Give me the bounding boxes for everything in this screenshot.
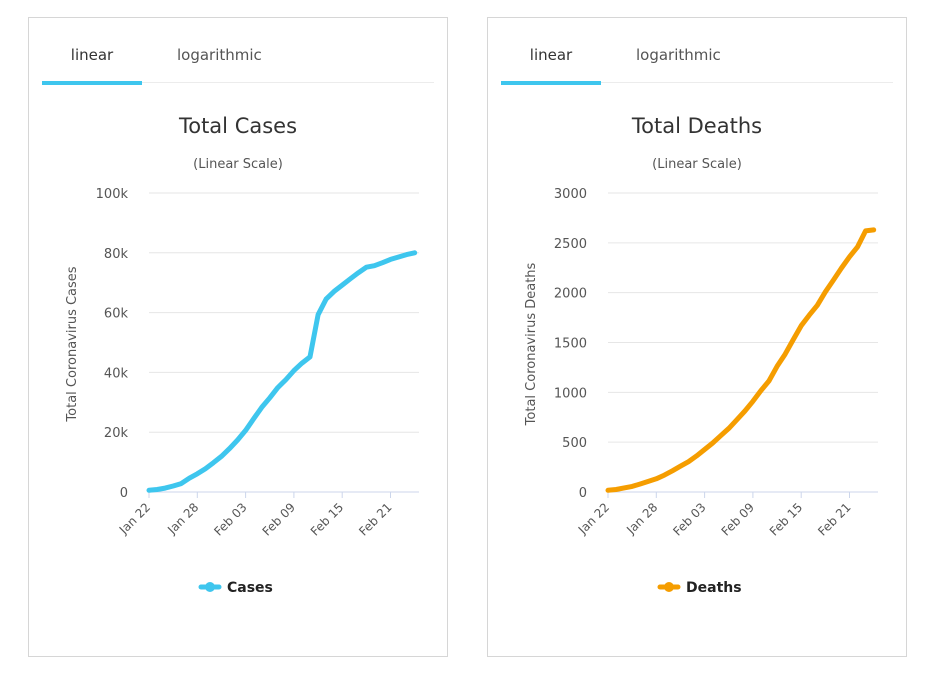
x-tick-label: Feb 21 <box>356 500 394 538</box>
y-tick-label: 500 <box>562 436 587 451</box>
y-axis-label: Total Coronavirus Cases <box>65 266 80 422</box>
y-tick-label: 1000 <box>554 386 587 401</box>
x-tick-label: Feb 15 <box>767 500 805 538</box>
legend-label: Cases <box>227 580 273 596</box>
deaths-chart: Total Deaths (Linear Scale) 0 500 1000 1500 20… <box>524 114 878 596</box>
chart-subtitle: (Linear Scale) <box>193 157 283 172</box>
legend-marker <box>664 582 674 592</box>
y-tick-label: 0 <box>579 486 587 501</box>
y-tick-label: 0 <box>120 486 128 501</box>
tab-logarithmic[interactable]: logarithmic <box>177 46 262 64</box>
scale-tabs: linear logarithmic <box>501 18 893 85</box>
x-tick-label: Feb 09 <box>719 500 757 538</box>
cases-chart-panel: linear logarithmic Total Cases (Linear Sc… <box>28 17 448 657</box>
chart-title: Total Deaths <box>631 114 762 138</box>
series-line <box>146 250 418 493</box>
chart-title: Total Cases <box>178 114 297 138</box>
series-line <box>605 227 877 493</box>
y-tick-label: 40k <box>104 366 129 381</box>
x-tick-label: Feb 21 <box>815 500 853 538</box>
y-tick-label: 20k <box>104 426 129 441</box>
x-tick-label: Feb 03 <box>211 500 249 538</box>
x-tick-label: Feb 15 <box>308 500 346 538</box>
y-tick-label: 80k <box>104 247 129 262</box>
y-tick-label: 100k <box>96 187 129 202</box>
x-tick-label: Jan 28 <box>164 500 201 537</box>
x-tick-label: Jan 28 <box>623 500 660 537</box>
x-tick-label: Feb 09 <box>260 500 298 538</box>
x-tick-label: Jan 22 <box>116 500 153 537</box>
scale-tabs: linear logarithmic <box>42 18 434 85</box>
y-tick-label: 2000 <box>554 287 587 302</box>
y-axis-label: Total Coronavirus Deaths <box>524 262 539 426</box>
tab-linear[interactable]: linear <box>42 46 142 85</box>
y-tick-label: 1500 <box>554 337 587 352</box>
y-tick-label: 2500 <box>554 237 587 252</box>
x-tick-label: Jan 22 <box>575 500 612 537</box>
tab-logarithmic[interactable]: logarithmic <box>636 46 721 64</box>
chart-subtitle: (Linear Scale) <box>652 157 742 172</box>
legend-marker <box>205 582 215 592</box>
cases-chart: Total Cases (Linear Scale) 0 20k 40k 60k 80k 10… <box>65 114 419 596</box>
deaths-chart-panel: linear logarithmic Total Deaths (Linear S… <box>487 17 907 657</box>
x-tick-label: Feb 03 <box>670 500 708 538</box>
legend-label: Deaths <box>686 580 742 596</box>
y-tick-label: 60k <box>104 307 129 322</box>
tab-linear[interactable]: linear <box>501 46 601 85</box>
y-tick-label: 3000 <box>554 187 587 202</box>
